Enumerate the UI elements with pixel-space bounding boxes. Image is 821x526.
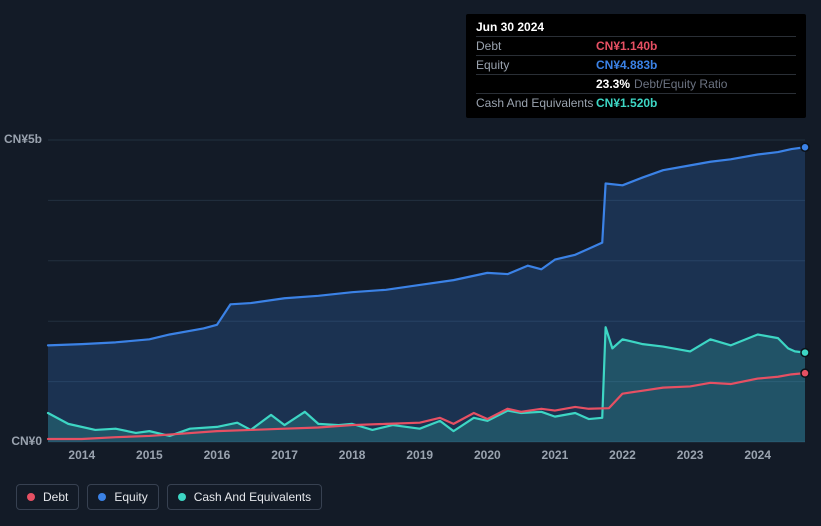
equity-end-marker bbox=[801, 143, 809, 151]
x-axis-tick: 2017 bbox=[271, 448, 298, 462]
legend-dot-icon bbox=[178, 493, 186, 501]
y-axis-tick: CN¥0 bbox=[0, 434, 42, 448]
tooltip-label bbox=[476, 77, 596, 91]
y-axis-tick: CN¥5b bbox=[0, 132, 42, 146]
tooltip-label: Debt bbox=[476, 39, 596, 53]
tooltip-date: Jun 30 2024 bbox=[476, 20, 796, 34]
tooltip-value: CN¥1.140b bbox=[596, 39, 657, 53]
debt-end-marker bbox=[801, 369, 809, 377]
tooltip-ratio-value: 23.3% bbox=[596, 77, 630, 91]
tooltip-label: Equity bbox=[476, 58, 596, 72]
x-axis-tick: 2021 bbox=[542, 448, 569, 462]
chart-legend: Debt Equity Cash And Equivalents bbox=[16, 484, 322, 510]
tooltip-row: Cash And EquivalentsCN¥1.520b bbox=[476, 93, 796, 112]
tooltip-label: Cash And Equivalents bbox=[476, 96, 596, 110]
legend-dot-icon bbox=[98, 493, 106, 501]
legend-item[interactable]: Equity bbox=[87, 484, 158, 510]
legend-label: Debt bbox=[43, 490, 68, 504]
legend-item[interactable]: Cash And Equivalents bbox=[167, 484, 322, 510]
legend-item[interactable]: Debt bbox=[16, 484, 79, 510]
chart-tooltip: Jun 30 2024DebtCN¥1.140bEquityCN¥4.883b2… bbox=[466, 14, 806, 118]
x-axis-tick: 2019 bbox=[406, 448, 433, 462]
x-axis-tick: 2024 bbox=[744, 448, 771, 462]
cash-end-marker bbox=[801, 349, 809, 357]
tooltip-row: 23.3% Debt/Equity Ratio bbox=[476, 74, 796, 93]
x-axis-tick: 2016 bbox=[204, 448, 231, 462]
tooltip-value: CN¥4.883b bbox=[596, 58, 657, 72]
tooltip-row: EquityCN¥4.883b bbox=[476, 55, 796, 74]
x-axis-tick: 2015 bbox=[136, 448, 163, 462]
x-axis-tick: 2022 bbox=[609, 448, 636, 462]
tooltip-value: CN¥1.520b bbox=[596, 96, 657, 110]
x-axis-tick: 2023 bbox=[677, 448, 704, 462]
legend-label: Cash And Equivalents bbox=[194, 490, 311, 504]
x-axis-tick: 2014 bbox=[68, 448, 95, 462]
x-axis-tick: 2020 bbox=[474, 448, 501, 462]
tooltip-row: DebtCN¥1.140b bbox=[476, 36, 796, 55]
tooltip-ratio-label: Debt/Equity Ratio bbox=[634, 77, 727, 91]
x-axis-tick: 2018 bbox=[339, 448, 366, 462]
legend-dot-icon bbox=[27, 493, 35, 501]
legend-label: Equity bbox=[114, 490, 147, 504]
